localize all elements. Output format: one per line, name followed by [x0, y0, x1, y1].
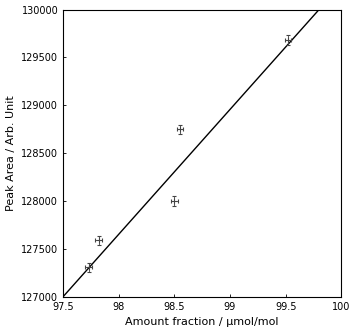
- X-axis label: Amount fraction / μmol/mol: Amount fraction / μmol/mol: [125, 317, 279, 327]
- Y-axis label: Peak Area / Arb. Unit: Peak Area / Arb. Unit: [6, 96, 16, 211]
